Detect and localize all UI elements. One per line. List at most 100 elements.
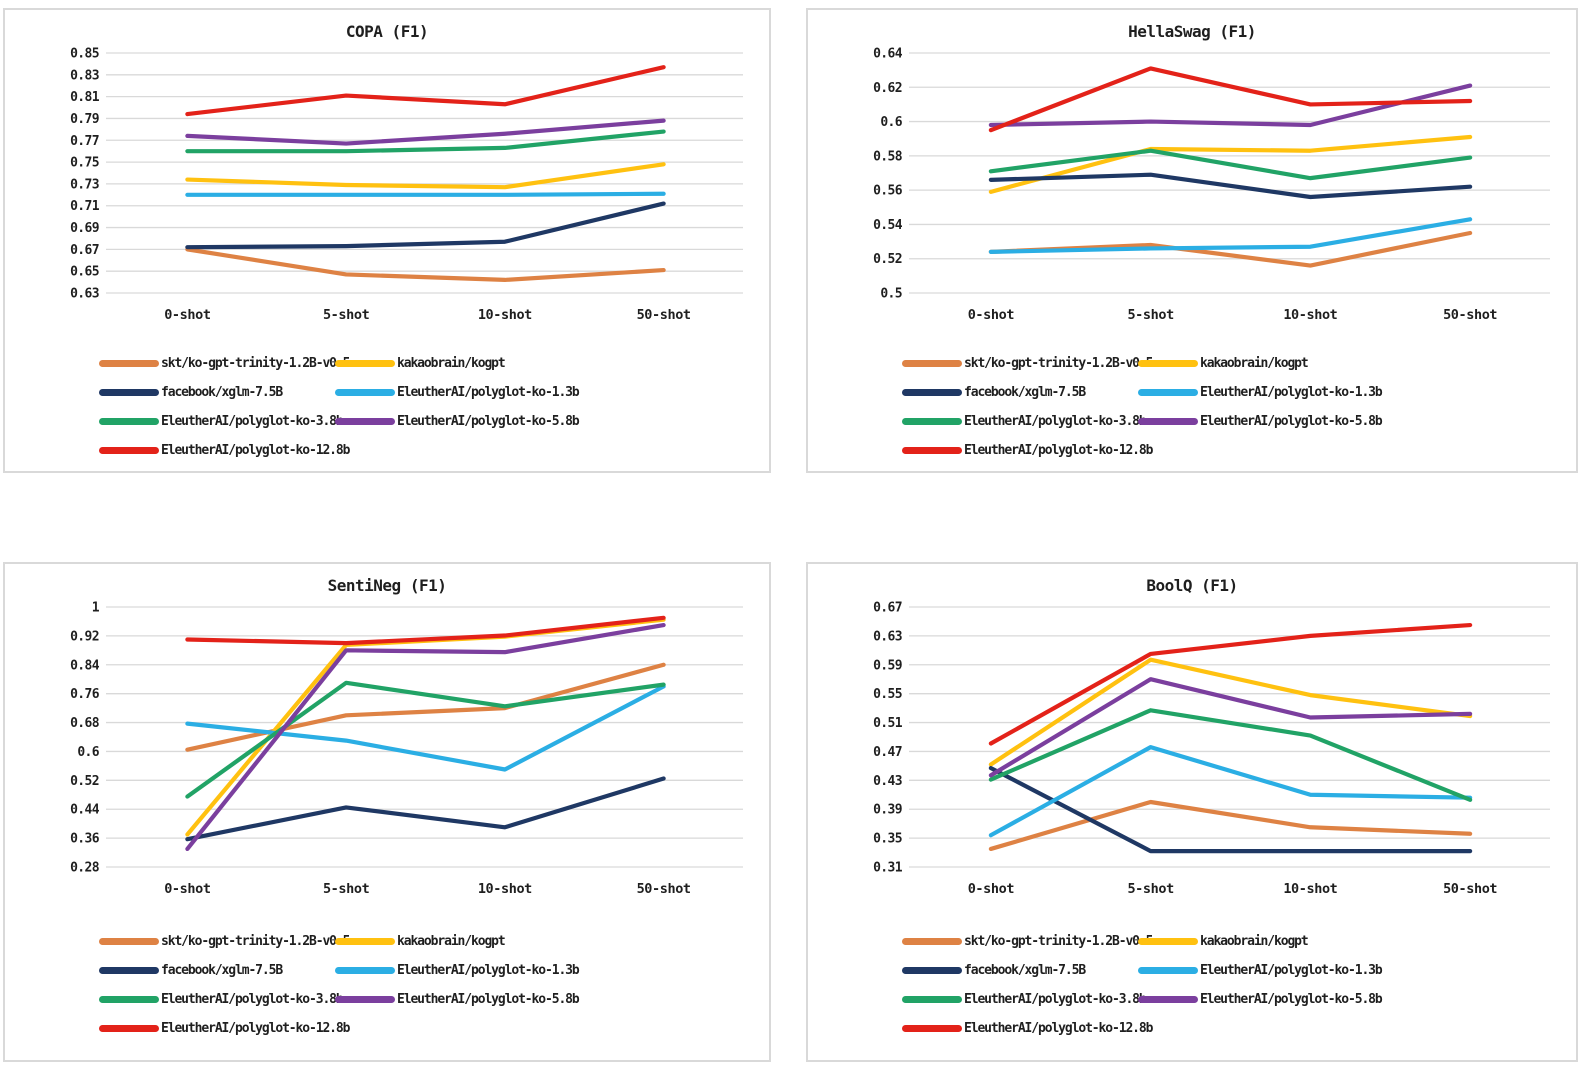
legend-item: facebook/xglm-7.5B [99,378,335,407]
chart-title-hellaswag: HellaSwag (F1) [1128,22,1256,41]
legend-item: facebook/xglm-7.5B [902,956,1138,985]
chart-panel-hellaswag: HellaSwag (F1) 0.64 0.62 0.6 0.58 0.56 0.54 0.… [806,8,1578,473]
legend-label: EleutherAI/polyglot-ko-1.3b [397,963,580,978]
legend-swatch-icon [902,447,962,454]
legend-swatch-icon [902,967,962,974]
series-line-facebook/xglm-7.5B [185,201,666,250]
legend-swatch-icon [1138,418,1198,425]
chart-area-copa: 0.85 0.83 0.81 0.79 0.77 0.75 0.73 0.71 0.69 0.67… [5,41,769,331]
legend-item: EleutherAI/polyglot-ko-5.8b [1138,407,1383,436]
legend-swatch-icon [99,967,159,974]
series-line-facebook/xglm-7.5B [988,172,1473,200]
series-line-EleutherAI/polyglot-ko-5.8b [185,118,666,146]
legend-label: EleutherAI/polyglot-ko-5.8b [397,414,580,429]
chart-panel-copa: COPA (F1) 0.85 0.83 0.81 0.79 0.77 0.75 0.73 0.… [3,8,771,473]
x-tick-label: 50-shot [1443,881,1497,897]
chart-area-sentineg: 1 0.92 0.84 0.76 0.68 0.6 0.52 0.44 0.36 0.28 0-sh… [5,595,769,905]
legend-swatch-icon [902,996,962,1003]
legend-swatch-icon [99,447,159,454]
x-tick-label: 50-shot [637,881,691,897]
x-tick-label: 50-shot [1443,307,1497,323]
series-line-EleutherAI/polyglot-ko-12.8b [185,615,666,646]
legend-swatch-icon [1138,996,1198,1003]
x-tick-label: 10-shot [1283,881,1337,897]
legend-swatch-icon [99,389,159,396]
legend-item: skt/ko-gpt-trinity-1.2B-v0.5 [99,927,350,956]
y-tick-label: 0.73 [70,177,99,192]
x-tick-label: 5-shot [1127,881,1174,897]
x-tick-label: 0-shot [164,881,211,897]
y-tick-label: 0.84 [70,658,100,673]
y-tick-label: 0.6 [880,115,902,130]
y-tick-label: 0.63 [873,629,902,644]
legend-item: EleutherAI/polyglot-ko-3.8b [902,985,1147,1014]
legend-label: EleutherAI/polyglot-ko-3.8b [964,992,1147,1007]
chart-area-boolq: 0.67 0.63 0.59 0.55 0.51 0.47 0.43 0.39 0.35 0.31… [808,595,1576,905]
chart-canvas: 0.64 0.62 0.6 0.58 0.56 0.54 0.52 0.5 0-shot 5-sh… [873,47,1550,323]
legend-swatch-icon [99,360,159,367]
x-tick-label: 50-shot [637,307,691,323]
chart-legend-copa: skt/ko-gpt-trinity-1.2B-v0.5 kakaobrain/k… [99,349,769,465]
legend-label: skt/ko-gpt-trinity-1.2B-v0.5 [161,934,350,949]
legend-swatch-icon [902,389,962,396]
series-line-EleutherAI/polyglot-ko-1.3b [988,217,1473,254]
legend-label: EleutherAI/polyglot-ko-3.8b [161,992,344,1007]
series-line-skt/ko-gpt-trinity-1.2B-v0.5 [988,799,1473,852]
x-tick-label: 10-shot [478,881,532,897]
legend-label: kakaobrain/kogpt [1200,356,1309,371]
series-line-kakaobrain/kogpt [988,134,1473,194]
chart-panel-sentineg: SentiNeg (F1) 1 0.92 0.84 0.76 0.68 0.6 0.52 0.… [3,562,771,1062]
y-tick-label: 0.77 [70,134,99,149]
series-line-EleutherAI/polyglot-ko-1.3b [988,745,1473,838]
series-line-EleutherAI/polyglot-ko-5.8b [185,622,666,852]
y-tick-label: 0.43 [873,774,902,789]
chart-title-copa: COPA (F1) [345,22,429,41]
x-tick-label: 5-shot [323,307,370,323]
series-line-skt/ko-gpt-trinity-1.2B-v0.5 [185,662,666,752]
legend-item: EleutherAI/polyglot-ko-3.8b [99,985,344,1014]
chart-area-hellaswag: 0.64 0.62 0.6 0.58 0.56 0.54 0.52 0.5 0-shot 5-sh… [808,41,1576,331]
x-tick-label: 0-shot [164,307,211,323]
legend-swatch-icon [902,1025,962,1032]
series-line-EleutherAI/polyglot-ko-1.3b [185,191,666,197]
y-tick-label: 0.59 [873,658,902,673]
legend-label: EleutherAI/polyglot-ko-1.3b [397,385,580,400]
series-line-skt/ko-gpt-trinity-1.2B-v0.5 [185,247,666,283]
y-tick-label: 0.6 [77,745,99,760]
legend-swatch-icon [335,967,395,974]
legend-label: EleutherAI/polyglot-ko-5.8b [397,992,580,1007]
legend-item: EleutherAI/polyglot-ko-12.8b [99,1014,350,1043]
y-tick-label: 0.68 [70,716,100,731]
legend-swatch-icon [335,418,395,425]
y-tick-label: 0.67 [873,601,902,616]
y-tick-label: 0.44 [70,803,100,818]
legend-label: EleutherAI/polyglot-ko-3.8b [964,414,1147,429]
legend-item: EleutherAI/polyglot-ko-1.3b [335,378,580,407]
chart-legend-boolq: skt/ko-gpt-trinity-1.2B-v0.5 kakaobrain/k… [902,927,1576,1043]
legend-label: skt/ko-gpt-trinity-1.2B-v0.5 [161,356,350,371]
legend-label: EleutherAI/polyglot-ko-12.8b [964,443,1153,458]
legend-item: EleutherAI/polyglot-ko-5.8b [335,985,580,1014]
y-tick-label: 0.81 [70,90,100,105]
legend-item: EleutherAI/polyglot-ko-12.8b [902,1014,1153,1043]
y-tick-label: 0.79 [70,112,99,127]
series-line-EleutherAI/polyglot-ko-5.8b [988,677,1473,778]
legend-swatch-icon [99,418,159,425]
legend-label: EleutherAI/polyglot-ko-1.3b [1200,385,1383,400]
legend-swatch-icon [335,360,395,367]
series-line-kakaobrain/kogpt [988,657,1473,767]
series-line-EleutherAI/polyglot-ko-3.8b [988,148,1473,181]
series-line-EleutherAI/polyglot-ko-12.8b [185,65,666,117]
x-tick-label: 10-shot [1283,307,1337,323]
legend-item: EleutherAI/polyglot-ko-1.3b [1138,378,1383,407]
y-tick-label: 0.63 [70,287,99,302]
legend-swatch-icon [335,938,395,945]
series-line-facebook/xglm-7.5B [185,776,666,842]
legend-item: EleutherAI/polyglot-ko-3.8b [902,407,1147,436]
legend-item: facebook/xglm-7.5B [99,956,335,985]
legend-item: skt/ko-gpt-trinity-1.2B-v0.5 [902,349,1153,378]
y-tick-label: 0.52 [70,774,99,789]
y-tick-label: 0.83 [70,68,99,83]
series-line-EleutherAI/polyglot-ko-5.8b [988,83,1473,128]
